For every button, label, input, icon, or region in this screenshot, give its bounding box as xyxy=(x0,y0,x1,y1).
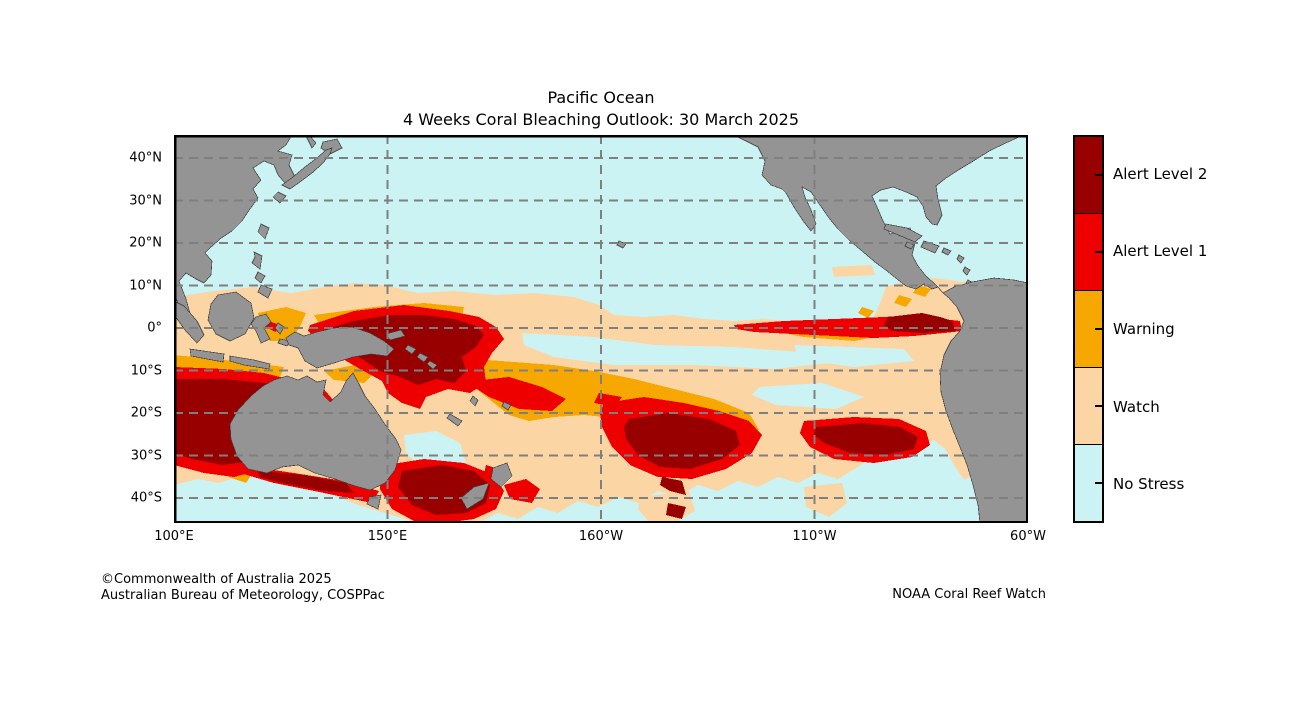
lon-tick-160w: 160°W xyxy=(578,529,624,544)
footer-agency: Australian Bureau of Meteorology, COSPPa… xyxy=(101,588,385,603)
alert2-southcentral xyxy=(624,413,740,469)
warning-spot1 xyxy=(858,307,874,318)
legend-label-watch: Watch xyxy=(1113,397,1160,416)
land-mindanao xyxy=(257,284,273,299)
legend-label-nostress: No Stress xyxy=(1113,475,1185,494)
legend-swatch-alert2 xyxy=(1075,137,1102,213)
land-antilles2 xyxy=(962,266,971,276)
legend-label-alert1: Alert Level 1 xyxy=(1113,242,1208,261)
gridlines xyxy=(174,135,1028,523)
lat-tick-10n: 10°N xyxy=(129,278,162,293)
land-visayas xyxy=(254,271,266,284)
lat-tick-20n: 20°N xyxy=(129,235,162,251)
land-vanuatu xyxy=(469,395,479,407)
land-asia xyxy=(174,135,296,326)
land-nz-north xyxy=(490,462,513,488)
lat-tick-40s: 40°S xyxy=(130,490,162,506)
map-border xyxy=(174,135,1028,523)
footer-credit: NOAA Coral Reef Watch xyxy=(892,587,1046,602)
land-honshu xyxy=(281,147,333,190)
lon-tick-150e: 150°E xyxy=(367,529,408,544)
land-luzon xyxy=(251,251,263,270)
alert2-southeast xyxy=(814,423,918,455)
lat-tick-10s: 10°S xyxy=(130,363,162,378)
lon-tick-60w: 60°W xyxy=(1010,529,1046,544)
legend-colorbar xyxy=(1073,135,1104,523)
alert2-sc-tail xyxy=(660,477,686,495)
land-fiji xyxy=(501,401,512,411)
legend-swatch-nostress xyxy=(1075,444,1102,521)
alert1-in-orange1 xyxy=(472,377,566,411)
map-subtitle: 4 Weeks Coral Bleaching Outlook: 30 Marc… xyxy=(402,110,800,129)
no-stress-wedge-east1 xyxy=(794,345,914,367)
footer-copyright: ©Commonwealth of Australia 2025 xyxy=(101,572,332,587)
pacific-map xyxy=(174,135,1028,523)
legend-swatch-alert1 xyxy=(1075,213,1102,290)
watch-patch-south2 xyxy=(804,483,847,517)
land-sumatra xyxy=(174,300,205,344)
alert2-bight xyxy=(258,471,354,493)
land-java xyxy=(189,348,225,363)
warning-spot2 xyxy=(894,295,912,307)
legend-tick xyxy=(1095,405,1102,407)
alert1-nz-east xyxy=(504,479,540,503)
legend-swatch-warning xyxy=(1075,290,1102,367)
land-solomon1 xyxy=(404,344,417,355)
lat-tick-0: 0° xyxy=(147,320,162,336)
lon-tick-100e: 100°E xyxy=(154,529,194,544)
no-stress-wedge-east2 xyxy=(752,383,864,409)
land-solomon2 xyxy=(416,352,429,363)
lat-tick-30n: 30°N xyxy=(129,193,162,208)
land-lesser-sunda xyxy=(229,355,271,370)
land-sulawesi xyxy=(250,313,272,344)
land-solomon3 xyxy=(426,360,438,370)
legend-swatch-watch xyxy=(1075,367,1102,444)
no-stress-wedge-central xyxy=(522,333,830,369)
lat-tick-20s: 20°S xyxy=(130,405,162,421)
legend-tick xyxy=(1095,328,1102,330)
lat-tick-40n: 40°N xyxy=(129,150,162,166)
land-australia xyxy=(229,372,402,491)
lat-tick-30s: 30°S xyxy=(130,448,162,463)
land-nz-south xyxy=(460,482,490,510)
watch-patch-ne xyxy=(832,265,875,277)
land-taiwan xyxy=(257,223,270,240)
legend-label-warning: Warning xyxy=(1113,320,1175,338)
legend-tick xyxy=(1095,174,1102,176)
land-new-britain xyxy=(385,329,406,341)
legend-label-alert2: Alert Level 2 xyxy=(1113,164,1208,183)
alert2-sc-spot xyxy=(666,503,686,519)
land-antilles1 xyxy=(956,254,965,264)
land-new-caledonia xyxy=(446,413,463,427)
land-kyushu xyxy=(272,191,287,204)
no-stress-holes xyxy=(404,333,914,471)
land-new-guinea xyxy=(285,326,395,369)
lon-tick-110w: 110°W xyxy=(792,529,837,544)
land-puerto-rico xyxy=(941,247,952,256)
map-title: Pacific Ocean xyxy=(547,88,655,107)
legend-tick xyxy=(1095,482,1102,484)
legend-tick xyxy=(1095,251,1102,253)
